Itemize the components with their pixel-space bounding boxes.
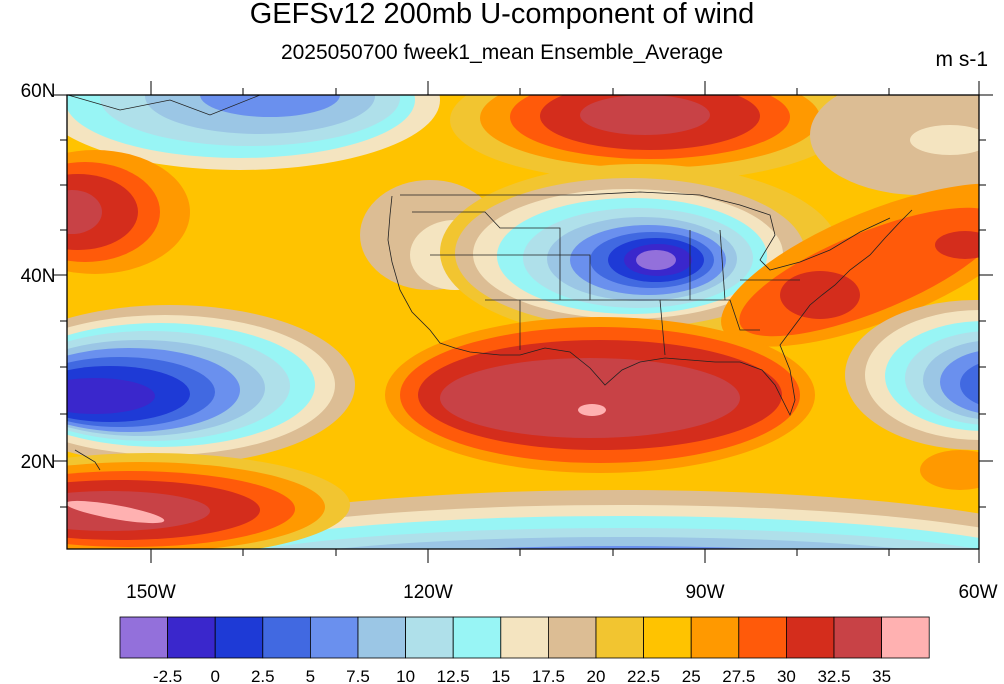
units-label: m s-1 — [935, 48, 989, 71]
lon-label-120w: 120W — [403, 582, 453, 603]
colorbar-swatch — [500, 616, 549, 659]
colorbar-swatch — [452, 616, 502, 659]
colorbar-swatch — [405, 616, 454, 659]
lon-label-150w: 150W — [126, 582, 176, 603]
lat-label-60n: 60N — [21, 81, 56, 102]
colorbar-swatch — [357, 616, 406, 659]
coastline-outline — [67, 95, 913, 471]
colorbar-swatch — [167, 616, 216, 659]
colorbar-swatch — [119, 616, 168, 659]
colorbar-swatch — [690, 616, 740, 659]
colorbar-label: 5 — [306, 667, 315, 684]
colorbar-label: 32.5 — [817, 667, 850, 684]
colorbar-label: 27.5 — [722, 667, 755, 684]
colorbar-label: 25 — [682, 667, 701, 684]
map-frame — [66, 94, 980, 550]
colorbar-swatch — [881, 616, 930, 659]
colorbar-label: 12.5 — [437, 667, 470, 684]
colorbar: -2.5 0 2.5 5 7.5 10 12.5 15 17.5 20 22.5 25 27.5 30 32… — [119, 616, 930, 684]
colorbar-label: 35 — [872, 667, 891, 684]
colorbar-swatch — [548, 616, 597, 659]
lat-label-40n: 40N — [21, 266, 56, 287]
colorbar-label: 2.5 — [251, 667, 275, 684]
lon-label-90w: 90W — [685, 582, 724, 603]
colorbar-label: 22.5 — [627, 667, 660, 684]
map-subtitle: 2025050700 fweek1_mean Ensemble_Average — [280, 41, 724, 64]
colorbar-swatch — [262, 616, 311, 659]
lon-label-60w: 60W — [958, 582, 997, 603]
lat-label-20n: 20N — [21, 452, 56, 473]
colorbar-label: -2.5 — [153, 667, 182, 684]
colorbar-label: 17.5 — [532, 667, 565, 684]
colorbar-label: 10 — [396, 667, 415, 684]
colorbar-swatch — [738, 616, 787, 659]
wind-contours — [67, 95, 979, 549]
map-title: GEFSv12 200mb U-component of wind — [249, 0, 755, 30]
colorbar-swatch — [786, 616, 835, 659]
colorbar-label: 7.5 — [346, 667, 370, 684]
axis-ticks — [53, 81, 993, 563]
colorbar-swatch — [309, 616, 359, 659]
colorbar-label: 0 — [210, 667, 219, 684]
colorbar-swatch — [595, 616, 644, 659]
colorbar-label: 30 — [777, 667, 796, 684]
colorbar-label: 20 — [587, 667, 606, 684]
colorbar-swatch — [214, 616, 264, 659]
colorbar-label: 15 — [491, 667, 510, 684]
colorbar-swatch — [833, 616, 882, 659]
colorbar-swatch — [643, 616, 692, 659]
